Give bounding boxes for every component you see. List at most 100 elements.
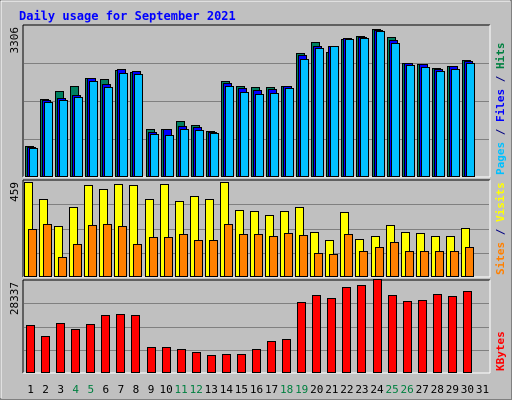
bar-sites-day-2 — [43, 224, 52, 277]
panel-middle-legend: Sites / Visits — [494, 182, 507, 275]
x-tick-label: 18 — [280, 383, 293, 396]
panel-middle-ymax-label: 459 — [8, 182, 21, 202]
bar-sites-day-29 — [450, 251, 459, 277]
x-tick-label: 21 — [325, 383, 338, 396]
bar-pages-day-25 — [391, 43, 400, 177]
bar-kbytes-day-5 — [86, 324, 95, 373]
x-tick-label: 6 — [103, 383, 110, 396]
bar-sites-day-25 — [390, 242, 399, 277]
x-tick-label: 5 — [87, 383, 94, 396]
x-tick-label: 19 — [295, 383, 308, 396]
bar-kbytes-day-8 — [131, 315, 140, 373]
legend-part: Files — [494, 89, 507, 122]
bar-pages-day-20 — [315, 48, 324, 177]
bar-pages-day-14 — [225, 86, 234, 177]
bar-sites-day-18 — [284, 233, 293, 277]
x-tick-label: 28 — [431, 383, 444, 396]
bar-kbytes-day-9 — [147, 347, 156, 373]
bar-kbytes-day-28 — [433, 294, 442, 373]
bar-sites-day-24 — [375, 247, 384, 277]
bar-pages-day-2 — [44, 102, 53, 177]
bar-sites-day-15 — [239, 234, 248, 277]
bar-pages-day-6 — [104, 87, 113, 177]
bar-kbytes-day-21 — [327, 298, 336, 373]
bar-kbytes-day-10 — [162, 347, 171, 373]
x-tick-label: 7 — [118, 383, 125, 396]
bar-kbytes-day-22 — [342, 287, 351, 373]
bar-sites-day-28 — [435, 251, 444, 277]
legend-part: KBytes — [494, 331, 507, 371]
bar-pages-day-22 — [345, 39, 354, 177]
bar-pages-day-28 — [436, 71, 445, 177]
legend-part: Hits — [494, 43, 507, 70]
panel-top-ymax-label: 3306 — [8, 27, 21, 54]
bar-pages-day-29 — [451, 69, 460, 177]
x-tick-label: 27 — [416, 383, 429, 396]
panel-bottom-legend: KBytes — [494, 331, 507, 371]
bar-pages-day-17 — [270, 93, 279, 177]
bar-kbytes-day-19 — [297, 302, 306, 373]
legend-part: Sites — [494, 242, 507, 275]
bar-kbytes-day-12 — [192, 352, 201, 373]
x-tick-label: 11 — [175, 383, 188, 396]
x-tick-label: 3 — [57, 383, 64, 396]
bar-pages-day-24 — [376, 31, 385, 177]
x-tick-label: 22 — [340, 383, 353, 396]
bar-sites-day-23 — [359, 251, 368, 277]
bar-pages-day-4 — [74, 97, 83, 177]
legend-part: / — [494, 122, 507, 142]
bar-pages-day-26 — [406, 65, 415, 177]
bar-kbytes-day-23 — [357, 285, 366, 373]
bar-sites-day-5 — [88, 225, 97, 277]
bar-kbytes-day-14 — [222, 354, 231, 373]
bar-kbytes-day-25 — [388, 295, 397, 373]
bar-kbytes-day-11 — [177, 349, 186, 373]
bar-sites-day-26 — [405, 251, 414, 277]
panel-bottom-ymax-label: 28337 — [8, 282, 21, 315]
bar-pages-day-21 — [330, 46, 339, 177]
bar-kbytes-day-26 — [403, 301, 412, 373]
bar-sites-day-9 — [149, 237, 158, 277]
bar-pages-day-27 — [421, 67, 430, 177]
bar-sites-day-6 — [103, 224, 112, 277]
x-tick-label: 13 — [205, 383, 218, 396]
bar-pages-day-16 — [255, 94, 264, 177]
bar-sites-day-4 — [73, 244, 82, 277]
bar-kbytes-day-27 — [418, 300, 427, 373]
panel-top-legend: Pages / Files / Hits — [494, 43, 507, 176]
chart-title: Daily usage for September 2021 — [19, 9, 236, 23]
bar-pages-day-3 — [59, 100, 68, 177]
bar-sites-day-1 — [28, 229, 37, 277]
legend-part: / — [494, 69, 507, 89]
bar-kbytes-day-13 — [207, 355, 216, 373]
bar-pages-day-5 — [89, 81, 98, 177]
bar-pages-day-15 — [240, 92, 249, 177]
bar-pages-day-19 — [300, 59, 309, 177]
bar-pages-day-1 — [29, 148, 38, 177]
bar-sites-day-22 — [344, 234, 353, 277]
x-tick-label: 12 — [190, 383, 203, 396]
bar-sites-day-7 — [118, 226, 127, 277]
bar-pages-day-7 — [119, 73, 128, 177]
bar-sites-day-3 — [58, 257, 67, 277]
bar-sites-day-11 — [179, 234, 188, 277]
bar-kbytes-day-2 — [41, 336, 50, 373]
bar-kbytes-day-3 — [56, 323, 65, 373]
x-tick-label: 1 — [27, 383, 34, 396]
bar-pages-day-13 — [210, 133, 219, 177]
bar-sites-day-8 — [133, 244, 142, 277]
bar-kbytes-day-4 — [71, 329, 80, 373]
bar-sites-day-12 — [194, 240, 203, 277]
bar-pages-day-18 — [285, 88, 294, 177]
legend-part: / — [494, 222, 507, 242]
legend-part: Visits — [494, 182, 507, 222]
x-tick-label: 2 — [42, 383, 49, 396]
bar-sites-day-10 — [164, 237, 173, 277]
x-tick-label: 10 — [159, 383, 172, 396]
legend-part: Pages — [494, 142, 507, 175]
bar-sites-day-21 — [329, 254, 338, 277]
x-tick-label: 23 — [355, 383, 368, 396]
x-tick-label: 15 — [235, 383, 248, 396]
x-tick-label: 8 — [133, 383, 140, 396]
